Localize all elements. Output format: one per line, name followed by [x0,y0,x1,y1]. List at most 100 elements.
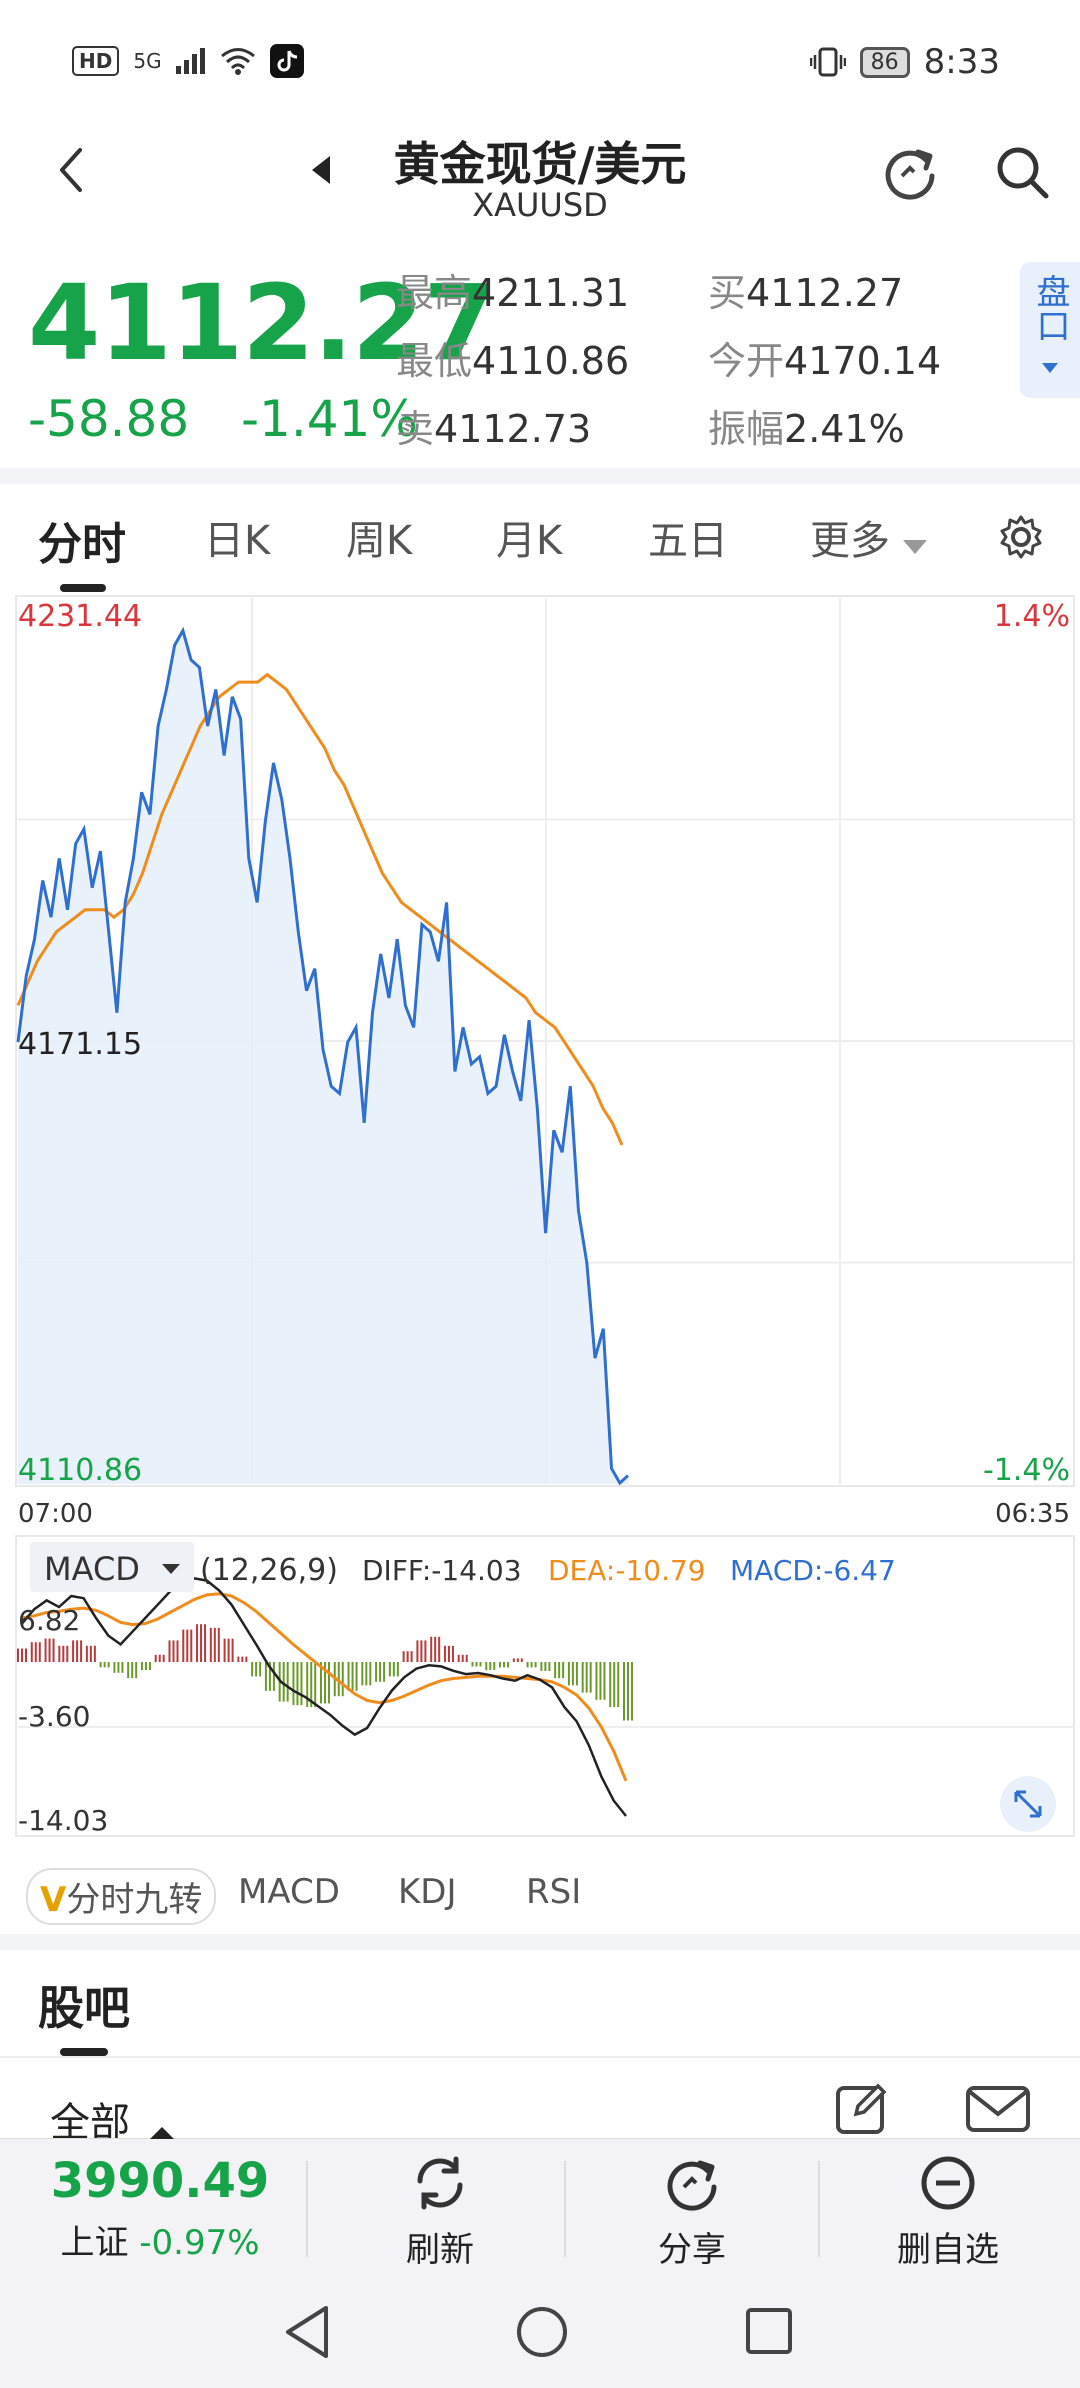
remove-watchlist-button[interactable]: 删自选 [848,2153,1048,2271]
buy-value: 4112.27 [746,271,904,315]
search-icon[interactable] [992,142,1052,202]
high-stat: 最高4211.31 [396,262,629,317]
x-start-label: 07:00 [18,1499,93,1529]
average-price-line [16,672,624,1146]
nav-back-icon[interactable] [282,2304,332,2360]
index-ticker[interactable]: 3990.49 上证 -0.97% [20,2153,300,2264]
divider [0,2056,1080,2058]
sell-label: 卖 [396,407,435,451]
macd-diff-value: DIFF:-14.03 [362,1554,522,1587]
nav-home-icon[interactable] [514,2304,570,2360]
refresh-icon [417,2156,463,2210]
network-5g-icon: 5G [133,49,162,73]
amplitude-stat: 振幅2.41% [708,398,905,453]
tab-daily-k[interactable]: 日K [204,518,271,564]
tiktok-icon [269,44,304,78]
macd-y-bottom: -14.03 [18,1804,108,1837]
indicator-tab-macd[interactable]: MACD [238,1872,340,1912]
edit-post-icon[interactable] [834,2080,890,2136]
settings-gear-icon[interactable] [998,514,1044,560]
v-badge-icon: V [40,1880,67,1920]
macd-histogram [17,1624,633,1721]
pct-bottom-label: -1.4% [983,1453,1070,1488]
indicator-nine-turn-label: 分时九转 [66,1880,203,1920]
active-tab-indicator [60,584,106,592]
tab-intraday[interactable]: 分时 [38,519,126,570]
expand-icon[interactable] [1000,1776,1056,1832]
macd-selector-label: MACD [44,1550,140,1588]
pankou-button[interactable]: 盘口 [1020,262,1080,398]
sell-value: 4112.73 [434,407,592,451]
high-label: 最高 [396,271,473,315]
macd-dea-value: DEA:-10.79 [548,1554,706,1587]
prev-icon[interactable] [310,154,332,186]
refresh-icon[interactable] [880,142,940,202]
nav-recents-icon[interactable] [744,2306,794,2356]
open-stat: 今开4170.14 [708,330,941,385]
current-price: 4112.27 [28,262,496,384]
tab-five-day[interactable]: 五日 [648,518,728,564]
share-icon [667,2160,717,2211]
divider [564,2161,566,2257]
guba-tab-indicator [60,2048,108,2056]
vibrate-icon [809,47,846,77]
macd-y-mid: -3.60 [18,1700,90,1733]
tab-monthly-k[interactable]: 月K [496,518,563,564]
amplitude-value: 2.41% [784,407,905,451]
change-percent: -1.41% [241,390,418,448]
pankou-label: 盘口 [1030,274,1070,342]
hd-icon: HD [72,46,120,76]
macd-y-top: 6.82 [18,1604,80,1637]
tab-more-label: 更多 [810,518,890,564]
indicator-tab-kdj[interactable]: KDJ [398,1872,457,1912]
remove-watchlist-label: 删自选 [897,2230,999,2270]
low-value: 4110.86 [472,339,630,383]
index-meta: 上证 -0.97% [20,2215,300,2264]
page-subtitle: XAUUSD [472,186,608,224]
tab-weekly-k[interactable]: 周K [346,518,413,564]
back-icon[interactable] [56,146,86,194]
minus-circle-icon [921,2156,975,2210]
macd-selector[interactable] [30,1542,194,1592]
low-label: 最低 [396,339,473,383]
divider [306,2161,308,2257]
indicator-tab-nine-turn[interactable]: V分时九转 [26,1868,217,1925]
buy-label: 买 [708,271,747,315]
dea-line [21,1592,628,1782]
macd-frame [15,1535,1075,1837]
bottom-toolbar: 3990.49 上证 -0.97% 刷新 分享 删自选 [0,2127,1080,2388]
status-left: HD 5G [72,44,304,78]
caret-up-icon [150,2127,174,2139]
x-end-label: 06:35 [995,1499,1070,1529]
tab-more[interactable]: 更多 [810,508,927,566]
refresh-button[interactable]: 刷新 [340,2153,540,2271]
indicator-tab-rsi[interactable]: RSI [526,1872,582,1912]
divider [818,2161,820,2257]
divider [0,1934,1080,1950]
refresh-label: 刷新 [406,2230,474,2270]
intraday-chart[interactable]: 4231.44 1.4% 4171.15 4110.86 -1.4% 07:00… [0,592,1080,1852]
divider [0,468,1080,484]
caret-down-icon [162,1564,180,1574]
macd-params: (12,26,9) [200,1553,338,1588]
battery-indicator: 86 [859,46,910,78]
caret-down-icon [1042,363,1058,373]
index-name: 上证 [60,2223,129,2263]
buy-stat: 买4112.27 [708,262,903,317]
page-title: 黄金现货/美元 [393,137,687,191]
share-label: 分享 [658,2230,726,2270]
index-value: 3990.49 [50,2153,270,2209]
price-change: -58.88 -1.41% [28,390,418,448]
y-top-label: 4231.44 [18,599,142,634]
message-icon[interactable] [966,2086,1030,2132]
guba-title[interactable]: 股吧 [38,1981,130,2035]
status-bar: HD 5G 86 8:33 [0,0,1080,130]
pct-top-label: 1.4% [994,599,1070,634]
system-navbar [0,2290,1080,2388]
status-right: 86 8:33 [809,42,1000,82]
share-button[interactable]: 分享 [592,2153,792,2271]
low-stat: 最低4110.86 [396,330,629,385]
diff-line [21,1577,627,1817]
price-line [16,626,630,1486]
signal-icon [175,48,205,74]
